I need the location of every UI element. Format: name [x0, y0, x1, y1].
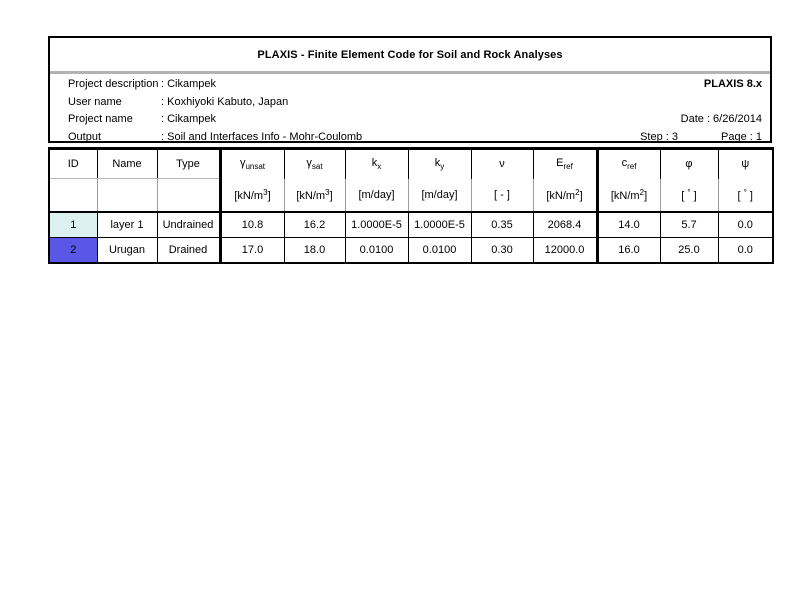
col-header-name: Name — [96, 148, 157, 179]
col-header-gamma-unsat: γunsat — [218, 148, 284, 179]
cell-ky: 0.0100 — [407, 237, 472, 264]
unit-kx: [m/day] — [344, 178, 408, 213]
cell-ky: 1.0000E-5 — [407, 211, 472, 238]
date-label: Date : 6/26/2014 — [680, 113, 762, 125]
unit-nu: [ - ] — [470, 178, 533, 213]
step-label: Step : 3 — [640, 130, 678, 143]
table-row-layer-1: 1 layer 1 Undrained 10.8 16.2 1.0000E-5 … — [48, 211, 774, 238]
unit-phi: [ ° ] — [659, 178, 718, 213]
field-row-output: Output : Soil and Interfaces Info - Mohr… — [50, 129, 770, 147]
cell-name: Urugan — [96, 237, 158, 264]
cell-eref: 12000.0 — [532, 237, 598, 264]
cell-psi: 0.0 — [717, 211, 774, 238]
field-label: User name — [68, 95, 122, 108]
col-header-psi: ψ — [717, 148, 773, 179]
col-header-eref: Eref — [532, 148, 597, 179]
cell-cref: 14.0 — [595, 211, 661, 238]
field-row-project-name: Project name : Cikampek Date : 6/26/2014 — [50, 111, 770, 129]
title-divider — [50, 71, 770, 74]
cell-nu: 0.35 — [470, 211, 534, 238]
unit-gamma-unsat: [kN/m3] — [218, 178, 284, 213]
table-row-urugan: 2 Urugan Drained 17.0 18.0 0.0100 0.0100… — [48, 237, 774, 264]
report-header-box: PLAXIS - Finite Element Code for Soil an… — [48, 36, 772, 143]
unit-name — [96, 178, 157, 213]
cell-gamma-unsat: 17.0 — [218, 237, 285, 264]
col-header-ky: ky — [407, 148, 471, 179]
material-properties-table: ID Name Type γunsat γsat kx ky ν Eref cr… — [48, 147, 774, 264]
cell-id: 1 — [48, 211, 98, 238]
field-label: Project description — [68, 78, 159, 90]
field-row-user-name: User name : Koxhiyoki Kabuto, Japan — [50, 94, 770, 112]
unit-ky: [m/day] — [407, 178, 471, 213]
cell-kx: 0.0100 — [344, 237, 409, 264]
unit-type — [156, 178, 220, 213]
unit-eref: [kN/m2] — [532, 178, 597, 213]
cell-gamma-sat: 18.0 — [283, 237, 346, 264]
field-value: : Cikampek — [161, 78, 217, 90]
unit-cref: [kN/m2] — [595, 178, 660, 213]
cell-id: 2 — [48, 237, 98, 264]
report-title-band: PLAXIS - Finite Element Code for Soil an… — [50, 38, 770, 71]
unit-id — [49, 178, 97, 213]
cell-phi: 25.0 — [659, 237, 719, 264]
field-value: : Koxhiyoki Kabuto, Japan — [161, 95, 289, 108]
col-header-gamma-sat: γsat — [283, 148, 345, 179]
field-value: : Cikampek — [161, 113, 217, 125]
unit-gamma-sat: [kN/m3] — [283, 178, 345, 213]
cell-name: layer 1 — [96, 211, 158, 238]
cell-nu: 0.30 — [470, 237, 534, 264]
report-title: PLAXIS - Finite Element Code for Soil an… — [257, 48, 563, 61]
header-symbol-row: ID Name Type γunsat γsat kx ky ν Eref cr… — [49, 148, 773, 179]
field-value: : Soil and Interfaces Info - Mohr-Coulom… — [161, 130, 363, 143]
col-header-nu: ν — [470, 148, 533, 179]
cell-cref: 16.0 — [595, 237, 661, 264]
col-header-id: ID — [49, 148, 97, 179]
plaxis-version: PLAXIS 8.x — [703, 78, 762, 90]
col-header-cref: cref — [595, 148, 660, 179]
field-row-project-description: Project description : Cikampek PLAXIS 8.… — [50, 76, 770, 94]
unit-psi: [ ° ] — [717, 178, 773, 213]
field-label: Project name — [68, 113, 133, 125]
cell-type: Drained — [156, 237, 221, 264]
cell-type: Undrained — [156, 211, 221, 238]
field-label: Output — [68, 130, 102, 143]
page-label: Page : 1 — [721, 130, 762, 143]
header-fields: Project description : Cikampek PLAXIS 8.… — [50, 74, 770, 146]
cell-eref: 2068.4 — [532, 211, 598, 238]
col-header-phi: φ — [659, 148, 718, 179]
col-header-type: Type — [156, 148, 220, 179]
cell-phi: 5.7 — [659, 211, 719, 238]
cell-gamma-unsat: 10.8 — [218, 211, 285, 238]
cell-psi: 0.0 — [717, 237, 774, 264]
cell-gamma-sat: 16.2 — [283, 211, 346, 238]
cell-kx: 1.0000E-5 — [344, 211, 409, 238]
header-unit-row: [kN/m3] [kN/m3] [m/day] [m/day] [ - ] [k… — [49, 178, 773, 213]
col-header-kx: kx — [344, 148, 408, 179]
